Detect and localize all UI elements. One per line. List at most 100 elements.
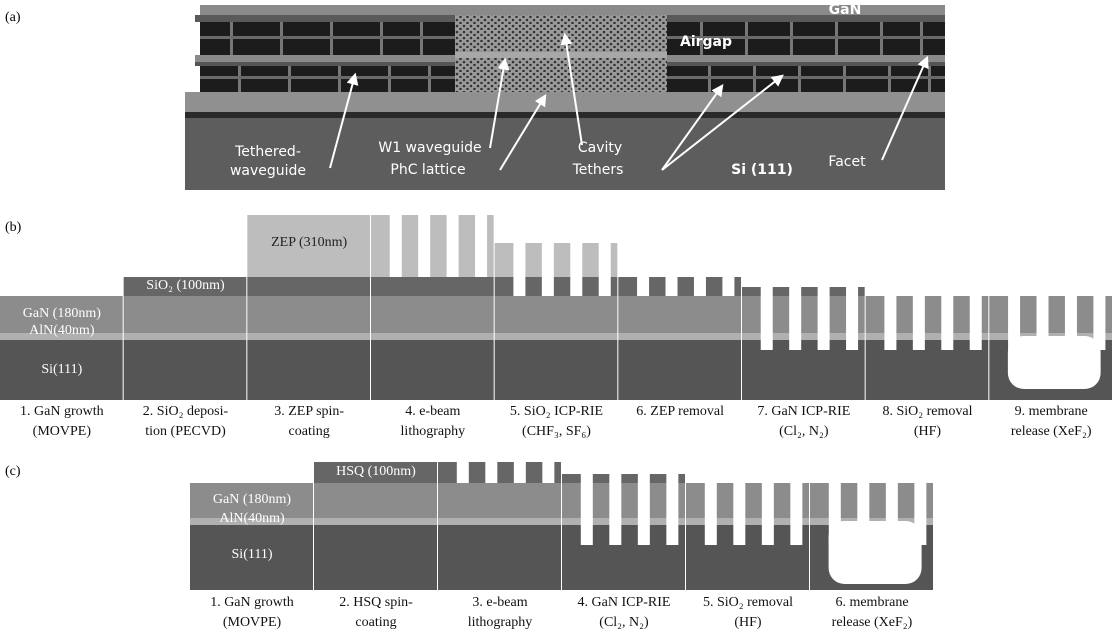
gan-layer [124, 296, 248, 333]
annotation: GaN [829, 2, 862, 18]
annotation: Facet [828, 154, 866, 170]
step-caption: 9. membrane [1015, 404, 1088, 419]
step-caption: 4. GaN ICP-RIE [578, 595, 671, 610]
page: (a) (b) (c) GaN Airgap Tethered-waveguide W1 w… [0, 0, 1113, 640]
column-sep [933, 458, 935, 590]
step-caption: (MOVPE) [223, 615, 282, 630]
aln-layer [438, 518, 562, 525]
step-caption: 3. ZEP spin- [274, 404, 344, 419]
oxide-layer [247, 277, 371, 296]
step-caption: 1. GaN growth [210, 595, 294, 610]
etched-hole [818, 212, 830, 350]
step-caption: release (XeF₂) [1011, 424, 1092, 439]
step-caption: 5. SiO₂ removal [703, 595, 793, 610]
figure: (a) (b) (c) GaN Airgap Tethered-waveguide W1 w… [0, 0, 1113, 640]
layer-label: HSQ (100nm) [336, 464, 416, 479]
etched-hole [666, 458, 678, 545]
step-caption: 3. e-beam [472, 595, 527, 610]
si-layer [618, 340, 742, 400]
annotation: Airgap [680, 34, 732, 50]
annotation: Tethered- [234, 144, 301, 160]
etched-hole [970, 212, 982, 350]
step-caption: 2. HSQ spin- [339, 595, 413, 610]
etched-hole [418, 212, 430, 277]
step-caption: coating [355, 615, 396, 630]
gan-layer [314, 483, 438, 518]
etched-hole [790, 458, 802, 545]
step-caption: 6. membrane [835, 595, 908, 610]
si-layer [495, 340, 619, 400]
aln-layer [495, 333, 619, 340]
etched-hole [666, 212, 678, 296]
etched-hole [390, 212, 402, 277]
etched-hole [599, 212, 611, 296]
si-layer [124, 340, 248, 400]
step-caption: (CHF₃, SF₆) [522, 424, 591, 439]
etched-hole [485, 458, 497, 483]
annotation: W1 waveguide [378, 140, 481, 156]
step-caption: 7. GaN ICP-RIE [757, 404, 850, 419]
gan-layer [438, 483, 562, 518]
etched-hole [581, 458, 593, 545]
panel-label: (a) [5, 10, 21, 25]
aln-layer [314, 518, 438, 525]
etched-hole [1093, 212, 1105, 350]
etched-hole [941, 212, 953, 350]
etched-hole [761, 212, 773, 350]
etched-hole [913, 212, 925, 350]
etched-hole [475, 212, 487, 277]
gan-layer [618, 296, 742, 333]
etched-hole [447, 212, 459, 277]
layer-label: GaN (180nm) [23, 306, 101, 321]
step-caption: (Cl₂, N₂) [779, 424, 829, 439]
gan-layer [371, 296, 495, 333]
etched-hole [542, 212, 554, 296]
step-caption: (HF) [734, 615, 762, 630]
layer-label: ZEP (310nm) [271, 235, 347, 250]
etched-hole [1037, 212, 1049, 350]
annotation: Tethers [572, 162, 624, 178]
step-caption: lithography [401, 424, 466, 439]
phc-waveguide [455, 52, 667, 58]
step-caption: (MOVPE) [33, 424, 92, 439]
etched-hole [1065, 212, 1077, 350]
etched-hole [638, 458, 650, 545]
undercut [1008, 336, 1101, 389]
step-caption: 2. SiO₂ deposi- [143, 404, 229, 419]
annotation: waveguide [230, 163, 306, 179]
substrate-top [185, 92, 945, 112]
panel-label: (b) [5, 220, 22, 235]
aln-layer [618, 333, 742, 340]
etched-hole [609, 458, 621, 545]
etched-hole [1008, 212, 1020, 350]
etched-hole [637, 212, 649, 296]
substrate-edge [185, 112, 945, 118]
aln-layer [247, 333, 371, 340]
etched-hole [514, 458, 526, 483]
gan-layer [495, 296, 619, 333]
etched-hole [762, 458, 774, 545]
layer-label: SiO₂ (100nm) [146, 278, 225, 293]
layer-label: AlN(40nm) [29, 323, 95, 338]
aln-layer [371, 333, 495, 340]
etched-hole [789, 212, 801, 350]
step-caption: 6. ZEP removal [636, 404, 724, 419]
undercut [829, 521, 922, 584]
etched-hole [705, 458, 717, 545]
oxide-layer [371, 277, 495, 296]
si-layer [438, 525, 562, 590]
etched-hole [846, 212, 858, 350]
step-caption: lithography [468, 615, 533, 630]
annotation: PhC lattice [390, 162, 465, 178]
annotation: Cavity [578, 140, 622, 156]
step-caption: (Cl₂, N₂) [599, 615, 649, 630]
panel-label: (c) [5, 464, 21, 479]
step-caption: release (XeF₂) [832, 615, 913, 630]
si-layer [247, 340, 371, 400]
etched-hole [542, 458, 554, 483]
layer-label: Si(111) [41, 362, 82, 377]
etched-hole [694, 212, 706, 296]
aln-layer [124, 333, 248, 340]
step-caption: 1. GaN growth [20, 404, 104, 419]
annotation: Si (111) [731, 162, 793, 178]
